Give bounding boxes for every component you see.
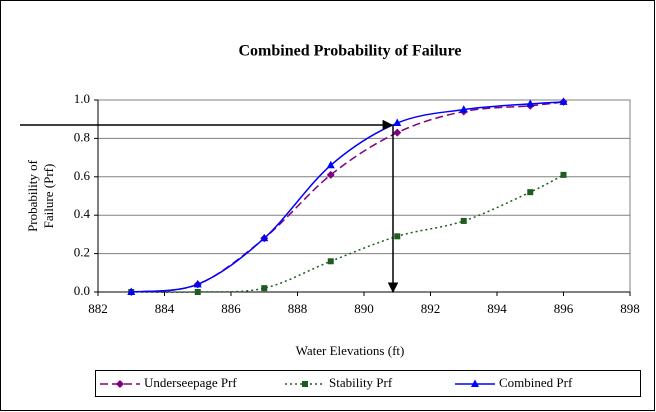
point: [260, 233, 269, 242]
legend-marker: [302, 381, 308, 387]
point: [559, 97, 568, 105]
y-axis-label: Failure (Prf): [41, 164, 56, 229]
point: [193, 279, 202, 288]
legend-marker: [116, 380, 124, 388]
point: [393, 118, 402, 127]
point: [560, 171, 567, 178]
legend-label: Underseepage Prf: [144, 375, 237, 390]
point: [127, 287, 136, 295]
y-axis-label: Probability of: [25, 159, 40, 232]
series-line: [131, 174, 564, 294]
x-tick-label: 888: [288, 301, 308, 316]
x-tick-label: 898: [620, 301, 640, 316]
x-tick-label: 890: [354, 301, 374, 316]
legend-label: Stability Prf: [329, 375, 393, 390]
y-tick-label: 0.0: [74, 283, 90, 298]
x-tick-label: 894: [487, 301, 507, 316]
point: [261, 285, 268, 292]
legend-marker: [471, 379, 479, 387]
chart-title: Combined Probability of Failure: [239, 43, 462, 60]
point: [527, 189, 534, 196]
legend-label: Combined Prf: [499, 375, 573, 390]
y-tick-label: 0.4: [74, 206, 91, 221]
point: [326, 160, 335, 169]
x-axis-label: Water Elevations (ft): [296, 343, 405, 358]
point: [393, 128, 402, 137]
point: [459, 105, 468, 113]
point: [327, 258, 334, 265]
x-tick-label: 884: [155, 301, 175, 316]
y-tick-label: 0.2: [74, 245, 90, 260]
y-tick-label: 1.0: [74, 91, 90, 106]
x-tick-label: 882: [88, 301, 108, 316]
point: [194, 289, 201, 295]
plot-area: [97, 99, 631, 293]
x-tick-label: 886: [221, 301, 241, 316]
series-line: [131, 101, 564, 293]
x-tick-label: 896: [554, 301, 574, 316]
point: [326, 170, 335, 179]
y-tick-label: 0.6: [74, 168, 91, 183]
point: [460, 217, 467, 224]
legend: [95, 370, 641, 397]
y-tick-label: 0.8: [74, 129, 90, 144]
x-tick-label: 892: [421, 301, 441, 316]
point: [394, 233, 401, 240]
point: [526, 99, 535, 107]
